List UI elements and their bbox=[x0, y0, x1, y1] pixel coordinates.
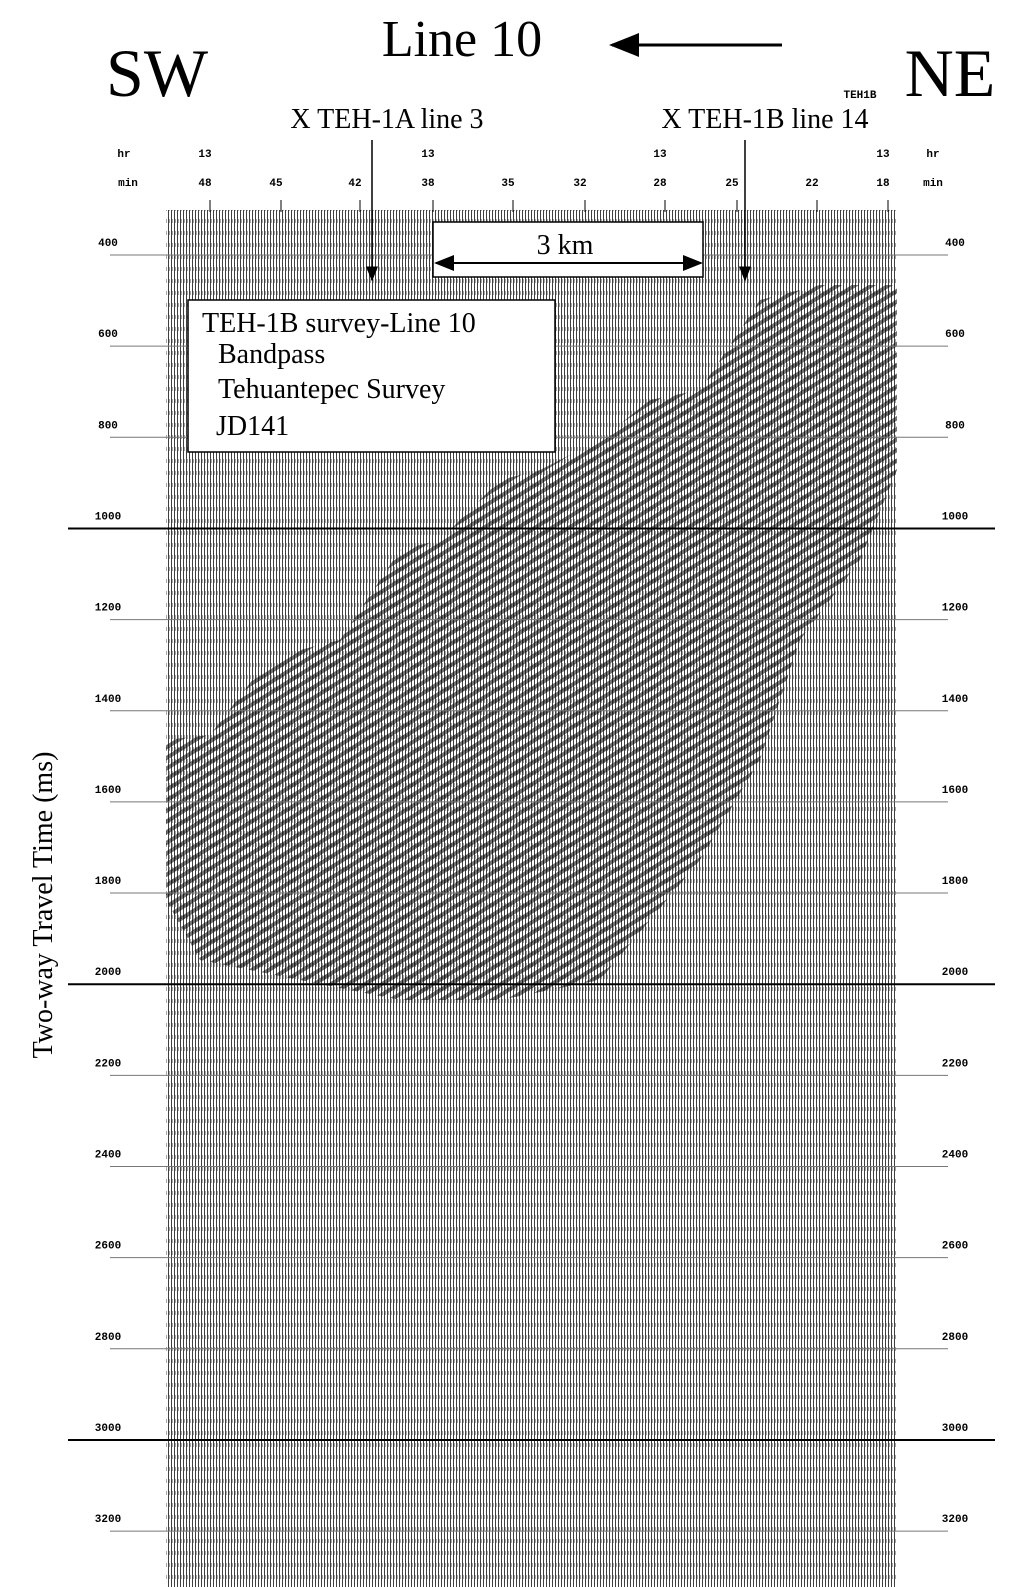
y-tick-label: 400 bbox=[98, 238, 118, 250]
minute-tick-label: 38 bbox=[421, 178, 435, 190]
legend-box bbox=[187, 299, 556, 453]
minute-tick-label: 25 bbox=[725, 178, 739, 190]
hour-tick-label: 13 bbox=[421, 149, 435, 161]
y-tick-label: 1200 bbox=[942, 603, 968, 615]
reflector-band bbox=[166, 285, 897, 1000]
hour-tick-label: 13 bbox=[876, 149, 890, 161]
y-tick-label: 2600 bbox=[95, 1241, 121, 1253]
minute-tick-label: 48 bbox=[198, 178, 212, 190]
crossing-label: X TEH-1B line 14 bbox=[661, 104, 868, 135]
station-label: TEH1B bbox=[843, 90, 876, 102]
y-tick-label: 3200 bbox=[95, 1514, 121, 1526]
y-tick-label: 2000 bbox=[942, 967, 968, 979]
minute-label: min bbox=[923, 178, 943, 190]
y-tick-label: 2800 bbox=[95, 1332, 121, 1344]
y-tick-label: 600 bbox=[98, 329, 118, 341]
y-tick-label: 1400 bbox=[95, 694, 121, 706]
y-tick-label: 600 bbox=[945, 329, 965, 341]
y-tick-label: 1000 bbox=[95, 511, 121, 523]
left-direction: SW bbox=[106, 35, 209, 111]
minute-tick-label: 28 bbox=[653, 178, 667, 190]
right-direction: NE bbox=[905, 35, 996, 111]
minute-tick-label: 18 bbox=[876, 178, 890, 190]
y-grid bbox=[68, 254, 995, 1532]
y-tick-label: 1800 bbox=[942, 876, 968, 888]
y-tick-label: 1800 bbox=[95, 876, 121, 888]
y-tick-label: 400 bbox=[945, 238, 965, 250]
minute-label: min bbox=[118, 178, 138, 190]
y-tick-label: 800 bbox=[945, 420, 965, 432]
y-tick-label: 1600 bbox=[942, 785, 968, 797]
y-tick-label: 2800 bbox=[942, 1332, 968, 1344]
y-tick-label: 1400 bbox=[942, 694, 968, 706]
minute-tick-label: 32 bbox=[573, 178, 586, 190]
scale-label: 3 km bbox=[537, 230, 594, 261]
y-tick-label: 2000 bbox=[95, 967, 121, 979]
hour-tick-label: 13 bbox=[198, 149, 212, 161]
legend-line: Tehuantepec Survey bbox=[218, 374, 445, 405]
y-tick-label: 3000 bbox=[95, 1423, 121, 1435]
y-tick-label: 800 bbox=[98, 420, 118, 432]
y-tick-label: 1200 bbox=[95, 603, 121, 615]
y-tick-label: 2200 bbox=[942, 1058, 968, 1070]
y-tick-label: 2600 bbox=[942, 1241, 968, 1253]
y-tick-label: 2400 bbox=[95, 1150, 121, 1162]
y-tick-label: 3000 bbox=[942, 1423, 968, 1435]
y-tick-label: 2400 bbox=[942, 1150, 968, 1162]
minute-tick-label: 22 bbox=[805, 178, 818, 190]
y-tick-label: 1600 bbox=[95, 785, 121, 797]
scale-box bbox=[432, 221, 704, 278]
minute-tick-label: 45 bbox=[269, 178, 283, 190]
hour-label: hr bbox=[926, 149, 939, 161]
title: Line 10 bbox=[382, 11, 542, 68]
hour-tick-label: 13 bbox=[653, 149, 667, 161]
legend-line: Bandpass bbox=[218, 339, 325, 370]
legend-line: TEH-1B survey-Line 10 bbox=[202, 308, 476, 339]
y-axis-label: Two-way Travel Time (ms) bbox=[28, 752, 59, 1059]
minute-tick-label: 42 bbox=[348, 178, 361, 190]
hour-label: hr bbox=[117, 149, 130, 161]
y-tick-label: 3200 bbox=[942, 1514, 968, 1526]
legend-line: JD141 bbox=[216, 411, 289, 442]
y-tick-label: 1000 bbox=[942, 511, 968, 523]
crossing-label: X TEH-1A line 3 bbox=[290, 104, 483, 135]
y-tick-label: 2200 bbox=[95, 1058, 121, 1070]
minute-tick-label: 35 bbox=[501, 178, 515, 190]
